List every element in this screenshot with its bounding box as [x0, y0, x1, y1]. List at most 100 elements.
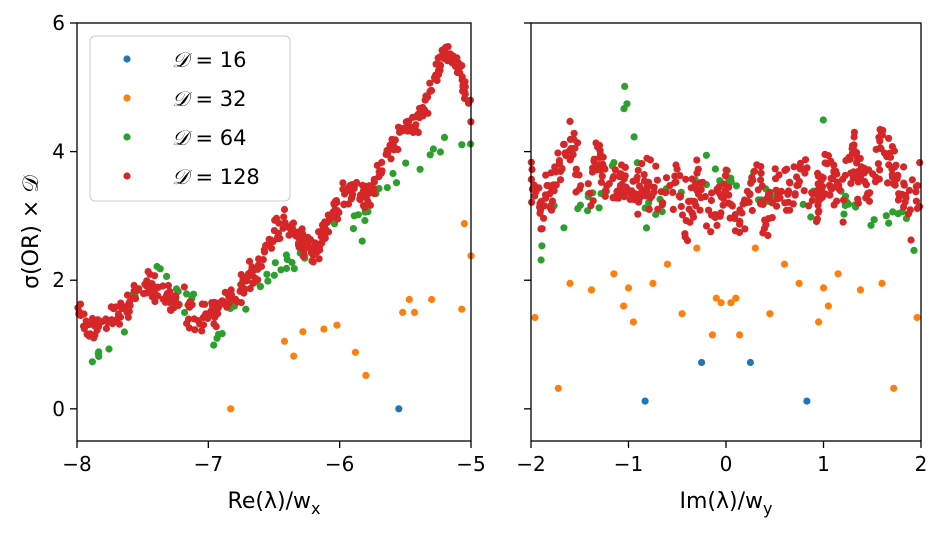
right-point-s3-244	[696, 206, 704, 214]
right-point-s2-39	[642, 224, 651, 232]
right-point-s1-0	[531, 313, 539, 322]
right-point-s3-427	[746, 190, 754, 198]
right-point-s3-187	[814, 169, 822, 177]
left-point-s3-375	[240, 285, 248, 293]
left-point-s3-308	[358, 181, 367, 189]
left-point-s2-21	[458, 141, 466, 149]
left-point-s2-18	[416, 165, 424, 173]
left-point-s2-29	[156, 265, 164, 273]
left-point-s3-157	[309, 258, 317, 266]
left-panel-frame	[76, 22, 472, 442]
right-point-s3-75	[611, 166, 619, 174]
left-point-s2-43	[358, 237, 366, 245]
right-point-s3-112	[705, 206, 713, 214]
right-point-s3-340	[871, 178, 880, 186]
right-point-s3-152	[692, 202, 700, 210]
right-point-s2-6	[584, 207, 592, 215]
left-point-s3-395	[280, 205, 289, 214]
left-point-s3-263	[83, 330, 91, 338]
left-point-s3-429	[464, 99, 473, 107]
left-point-s3-249	[246, 285, 254, 293]
left-point-s2-56	[375, 184, 383, 193]
left-point-s3-349	[394, 123, 403, 131]
left-point-s3-379	[180, 283, 188, 291]
right-point-s3-28	[662, 174, 671, 182]
left-point-s3-205	[432, 60, 440, 68]
left-point-s3-421	[306, 236, 315, 244]
left-point-s0-0	[395, 405, 403, 413]
right-point-s3-445	[626, 195, 634, 203]
legend-label-1: 𝒟 = 32	[172, 87, 246, 111]
right-point-s1-15	[727, 299, 735, 307]
right-point-s3-449	[558, 164, 566, 173]
right-point-s3-363	[830, 201, 838, 209]
right-point-s3-422	[782, 206, 791, 214]
left-point-s2-57	[392, 179, 401, 187]
y-tick-label: 2	[52, 268, 65, 292]
left-point-s3-218	[161, 298, 169, 306]
y-axis-label: σ(OR) × 𝒟	[19, 175, 44, 289]
right-point-s3-158	[775, 171, 783, 179]
left-point-s1-4	[320, 325, 328, 333]
right-point-s3-208	[900, 181, 908, 189]
right-point-s3-398	[808, 196, 816, 205]
right-point-s3-404	[713, 221, 721, 229]
left-panel-ticks: −8 −7 −6 −5 0 2 4 6	[52, 11, 485, 476]
right-point-s2-8	[870, 216, 878, 224]
left-point-s2-34	[263, 270, 271, 278]
left-point-s2-24	[402, 159, 410, 167]
left-point-s2-68	[256, 282, 264, 290]
left-point-s2-60	[426, 151, 434, 159]
left-point-s2-10	[120, 328, 128, 336]
right-point-s3-214	[617, 161, 626, 169]
left-point-s3-135	[257, 262, 266, 271]
left-panel: −8 −7 −6 −5 0 2 4 6	[52, 11, 485, 476]
right-point-s3-314	[803, 164, 811, 172]
left-point-s2-39	[429, 145, 437, 153]
right-point-s3-383	[555, 157, 564, 165]
right-point-s3-218	[854, 199, 862, 207]
right-point-s3-418	[900, 203, 908, 211]
left-point-s2-4	[277, 266, 285, 274]
left-point-s2-41	[290, 265, 298, 273]
left-point-s3-365	[142, 289, 150, 297]
left-point-s3-423	[130, 287, 138, 295]
right-point-s3-421	[632, 176, 641, 184]
right-point-s3-409	[850, 168, 858, 176]
right-panel-markers	[527, 82, 924, 405]
legend-marker-0	[123, 55, 131, 63]
right-point-s3-286	[540, 214, 548, 222]
right-point-s2-2	[560, 224, 568, 232]
right-x-tick-label: −2	[516, 452, 545, 476]
right-point-s3-293	[676, 172, 684, 180]
right-point-s3-347	[821, 159, 829, 167]
right-point-s3-171	[771, 165, 779, 173]
right-point-s3-371	[719, 201, 727, 209]
right-point-s3-433	[766, 188, 774, 196]
right-point-s3-379	[784, 188, 792, 196]
right-point-s3-402	[657, 188, 665, 196]
right-point-s3-264	[609, 175, 617, 183]
left-point-s3-278	[202, 310, 210, 318]
right-point-s3-1	[707, 228, 715, 236]
y-tick-label: 6	[52, 11, 65, 35]
left-point-s3-406	[461, 78, 469, 86]
right-point-s2-60	[844, 200, 853, 208]
left-point-s3-382	[93, 326, 101, 334]
right-point-s1-14	[717, 299, 725, 307]
left-point-s3-356	[131, 295, 140, 303]
right-point-s3-465	[777, 187, 786, 195]
right-point-s3-301	[757, 163, 765, 171]
right-point-s3-251	[906, 206, 914, 214]
left-point-s3-411	[260, 248, 269, 256]
left-point-s2-53	[213, 334, 221, 342]
right-point-s3-437	[892, 175, 900, 184]
right-point-s3-405	[566, 156, 574, 164]
right-point-s3-290	[536, 200, 544, 208]
left-point-s2-52	[271, 259, 279, 267]
right-point-s3-399	[541, 191, 550, 199]
legend-box	[89, 35, 291, 202]
left-point-s3-398	[242, 277, 250, 285]
right-point-s3-366	[586, 189, 594, 197]
right-point-s0-3	[803, 397, 811, 405]
